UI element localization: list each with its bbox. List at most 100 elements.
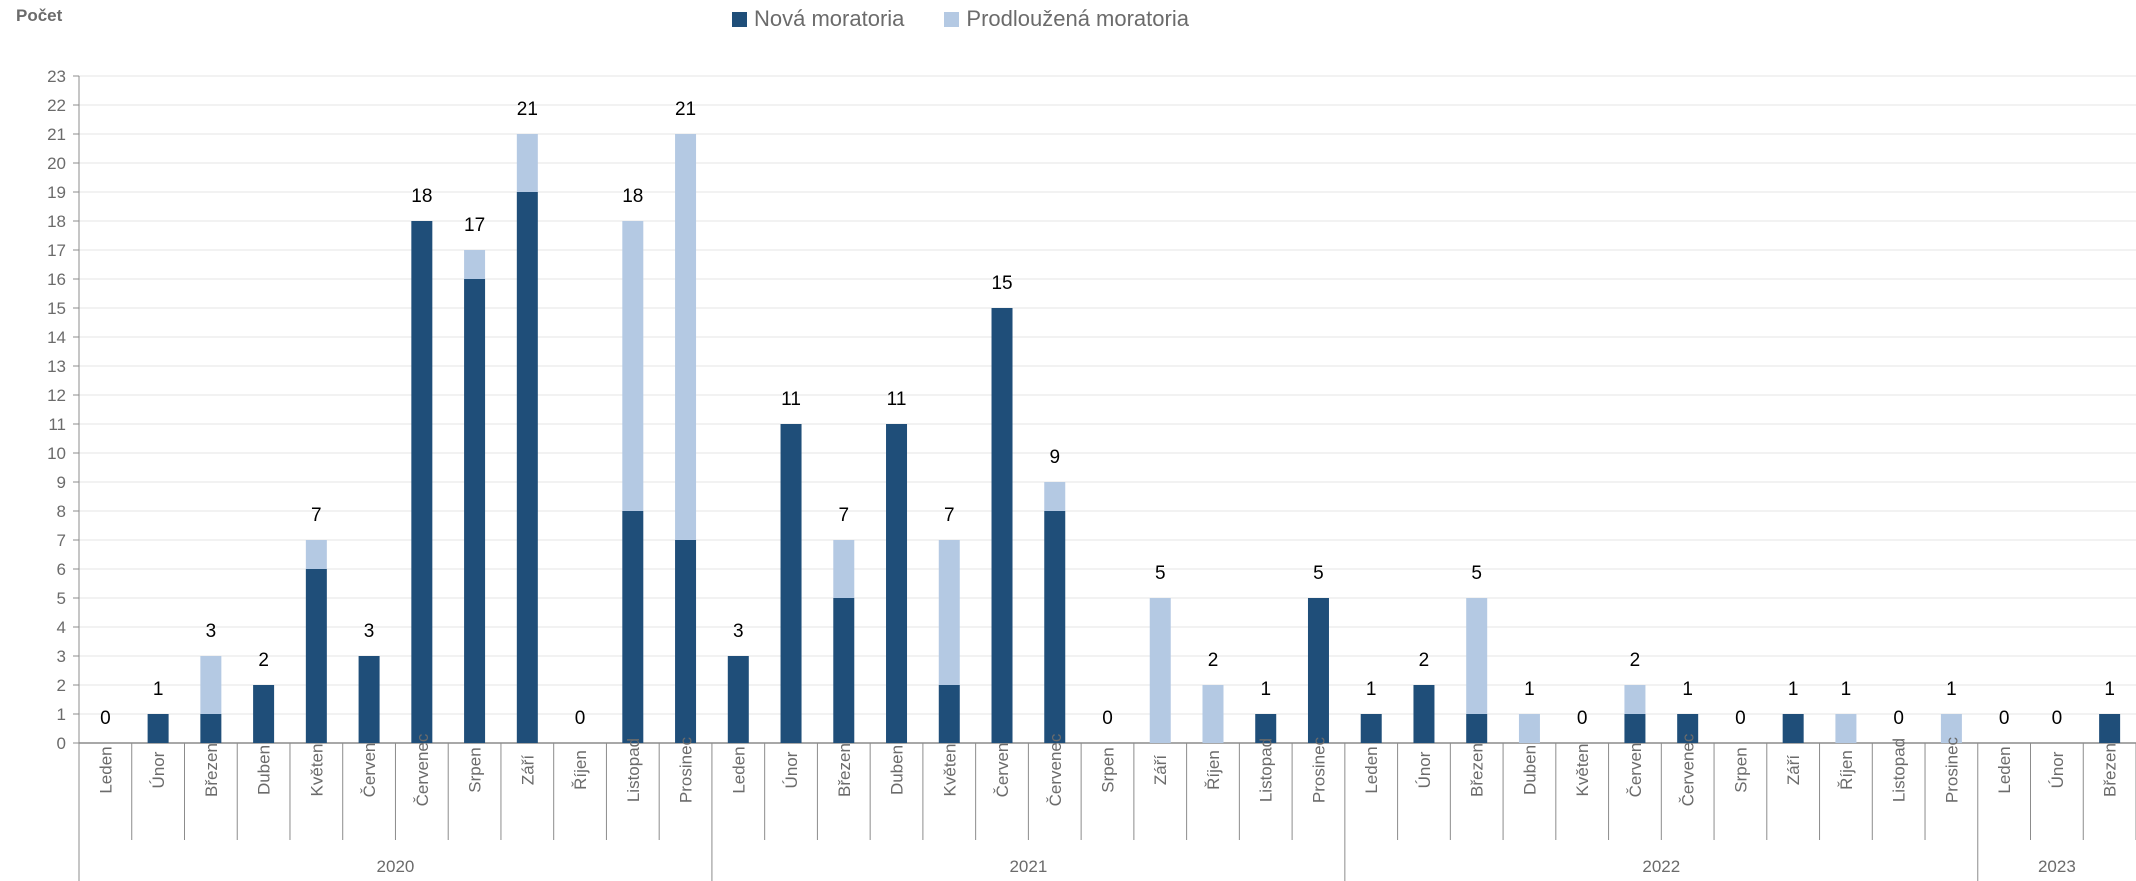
x-tick-label: Červenec — [413, 733, 432, 806]
bar-new — [1308, 598, 1329, 743]
bar-extended — [1519, 714, 1540, 743]
bar-extended — [1202, 685, 1223, 743]
x-tick-label: Listopad — [624, 738, 643, 802]
y-tick-label: 1 — [57, 705, 66, 724]
data-label-total: 0 — [1999, 708, 2010, 729]
bar-new — [1413, 685, 1434, 743]
group-label: 2021 — [1009, 857, 1047, 876]
bar-new — [992, 308, 1013, 743]
data-label-total: 0 — [100, 708, 111, 729]
bar-extended — [1835, 714, 1856, 743]
data-label-total: 0 — [1893, 708, 1904, 729]
x-tick-label: Listopad — [1257, 738, 1276, 802]
x-tick-label: Červenec — [1046, 733, 1065, 806]
data-label-total: 0 — [1735, 708, 1746, 729]
x-tick-label: Březen — [1468, 743, 1487, 797]
x-tick-label: Srpen — [466, 747, 485, 792]
data-label-total: 18 — [411, 186, 432, 207]
y-tick-label: 22 — [47, 96, 66, 115]
x-tick-label: Říjen — [1204, 750, 1223, 790]
data-label-total: 1 — [1260, 679, 1271, 700]
bar-new — [939, 685, 960, 743]
data-label-total: 5 — [1471, 563, 1482, 584]
x-tick-label: Leden — [1995, 746, 2014, 793]
data-label-total: 1 — [1946, 679, 1957, 700]
group-label: 2022 — [1642, 857, 1680, 876]
x-tick-label: Květen — [307, 744, 326, 797]
data-label-total: 1 — [1366, 679, 1377, 700]
data-label-total: 5 — [1155, 563, 1166, 584]
x-tick-label: Květen — [940, 744, 959, 797]
bar-new — [833, 598, 854, 743]
x-tick-label: Září — [518, 755, 537, 786]
y-tick-label: 13 — [47, 357, 66, 376]
bar-new — [1044, 511, 1065, 743]
x-tick-label: Únor — [2048, 751, 2067, 788]
y-tick-label: 15 — [47, 299, 66, 318]
y-tick-label: 18 — [47, 212, 66, 231]
y-tick-label: 14 — [47, 328, 66, 347]
y-tick-label: 8 — [57, 502, 66, 521]
bar-extended — [464, 250, 485, 279]
bar-extended — [200, 656, 221, 714]
data-label-total: 7 — [311, 505, 322, 526]
data-label-total: 3 — [733, 621, 744, 642]
y-tick-label: 9 — [57, 473, 66, 492]
y-tick-label: 0 — [57, 734, 66, 753]
bar-extended — [1044, 482, 1065, 511]
data-label-total: 0 — [1102, 708, 1113, 729]
data-label-total: 15 — [991, 273, 1012, 294]
data-label-total: 2 — [1419, 650, 1430, 671]
bar-new — [306, 569, 327, 743]
x-tick-label: Červen — [993, 743, 1012, 798]
data-label-total: 21 — [675, 99, 696, 120]
y-tick-label: 6 — [57, 560, 66, 579]
data-label-total: 1 — [1524, 679, 1535, 700]
x-tick-label: Březen — [2101, 743, 2120, 797]
data-label-total: 18 — [622, 186, 643, 207]
data-label-total: 2 — [1208, 650, 1219, 671]
x-tick-label: Březen — [835, 743, 854, 797]
x-tick-label: Říjen — [571, 750, 590, 790]
x-tick-label: Květen — [1573, 744, 1592, 797]
y-tick-label: 2 — [57, 676, 66, 695]
data-label-total: 11 — [781, 389, 801, 410]
x-tick-label: Září — [1151, 755, 1170, 786]
x-tick-label: Červen — [360, 743, 379, 798]
x-tick-label: Srpen — [1731, 747, 1750, 792]
data-label-total: 2 — [1630, 650, 1641, 671]
x-tick-label: Únor — [149, 751, 168, 788]
data-label-total: 0 — [2052, 708, 2063, 729]
bar-extended — [1624, 685, 1645, 714]
group-label: 2020 — [377, 857, 415, 876]
data-label-total: 11 — [887, 389, 907, 410]
bar-new — [1466, 714, 1487, 743]
bar-new — [464, 279, 485, 743]
group-label: 2023 — [2038, 857, 2076, 876]
bar-new — [1624, 714, 1645, 743]
bar-new — [1783, 714, 1804, 743]
x-tick-label: Září — [1784, 755, 1803, 786]
x-tick-label: Listopad — [1890, 738, 1909, 802]
bar-extended — [622, 221, 643, 511]
y-tick-label: 21 — [47, 125, 66, 144]
data-label-total: 5 — [1313, 563, 1324, 584]
bar-new — [2099, 714, 2120, 743]
data-label-total: 2 — [258, 650, 269, 671]
y-tick-label: 19 — [47, 183, 66, 202]
data-label-total: 0 — [575, 708, 586, 729]
data-label-total: 0 — [1577, 708, 1588, 729]
x-tick-label: Duben — [1520, 745, 1539, 795]
x-tick-label: Únor — [1415, 751, 1434, 788]
data-label-total: 9 — [1049, 447, 1060, 468]
y-tick-label: 11 — [48, 415, 66, 434]
data-label-total: 3 — [364, 621, 375, 642]
x-tick-label: Říjen — [1837, 750, 1856, 790]
y-tick-label: 4 — [57, 618, 66, 637]
x-tick-label: Prosinec — [1309, 736, 1328, 803]
data-label-total: 17 — [464, 215, 485, 236]
data-label-total: 21 — [517, 99, 538, 120]
x-tick-label: Duben — [255, 745, 274, 795]
y-tick-label: 5 — [57, 589, 66, 608]
